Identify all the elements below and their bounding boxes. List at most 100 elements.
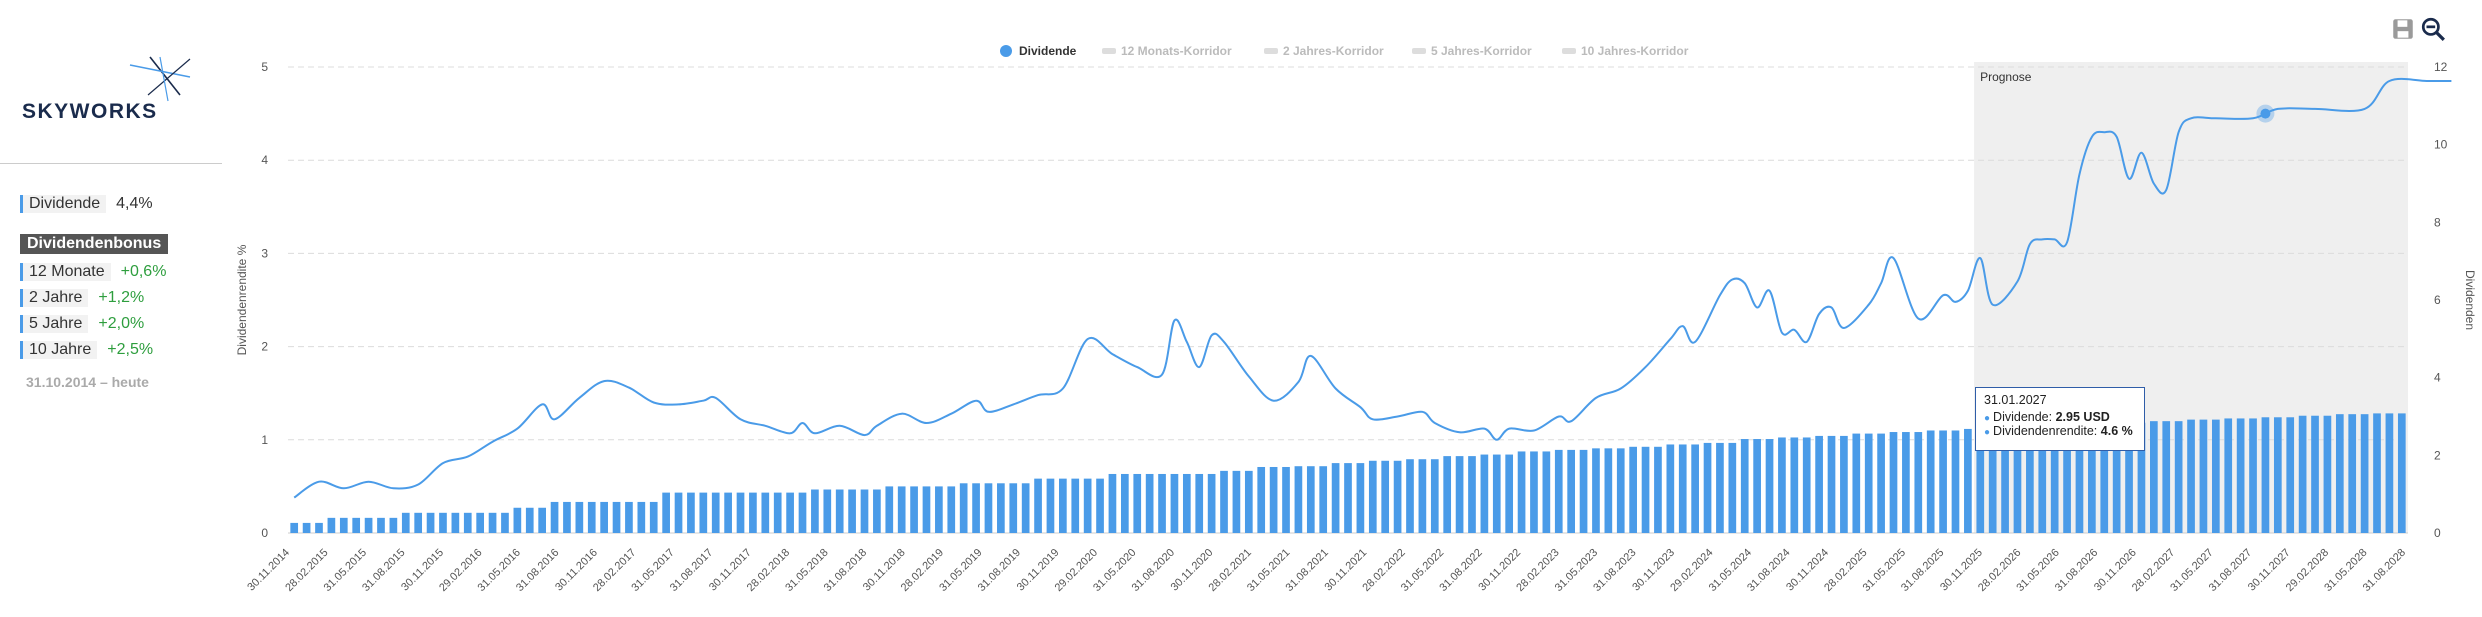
dividend-bar <box>1356 463 1365 533</box>
dividend-bar <box>2112 422 2121 533</box>
tooltip-yield: ● Dividendenrendite: 4.6 % <box>1984 424 2133 438</box>
bonus-value: +0,6% <box>120 263 167 280</box>
dividend-bar <box>711 492 720 533</box>
dividend-bar <box>1331 463 1340 533</box>
dividend-bar <box>302 522 311 533</box>
dividend-bar <box>1654 446 1662 533</box>
dividend-yield-row: Dividende 4,4% <box>20 193 153 215</box>
dividend-bar <box>1207 473 1216 533</box>
y-tick-left: 5 <box>261 60 268 74</box>
dividend-bar <box>2013 427 2022 533</box>
dividend-bar <box>947 486 956 533</box>
dividend-bar <box>1604 448 1613 533</box>
dividend-bar <box>1381 460 1390 533</box>
dividend-bar <box>2088 424 2096 533</box>
legend-marker <box>1562 48 1576 54</box>
dividend-bar <box>2125 422 2133 533</box>
save-icon[interactable] <box>2390 16 2416 42</box>
dividend-bar <box>1418 459 1427 533</box>
bonus-value: +2,0% <box>98 315 145 332</box>
dividend-bar <box>1852 433 1861 533</box>
dividend-bar <box>1368 460 1377 533</box>
tooltip-dividend: ● Dividende: 2.95 USD <box>1984 410 2110 424</box>
dividend-value: 4,4% <box>116 195 153 212</box>
dividend-bar <box>1232 470 1241 533</box>
dividend-bar <box>1716 442 1724 533</box>
dividend-bar <box>327 517 336 533</box>
dividend-bar <box>1071 478 1080 533</box>
dividend-bar <box>513 507 522 533</box>
y-tick-left: 0 <box>261 526 268 540</box>
dividend-bar <box>2063 425 2071 533</box>
dividend-bar <box>2323 415 2332 533</box>
legend-item: 10 Jahres-Korridor <box>1581 44 1689 58</box>
dividend-bar <box>1790 437 1799 533</box>
dividend-bar <box>1182 473 1191 533</box>
bonus-label: 12 Monate <box>20 263 111 281</box>
dividend-bar <box>2261 417 2270 533</box>
y-tick-left: 2 <box>261 340 268 354</box>
dividend-bar <box>1443 456 1452 533</box>
dividend-bar <box>2335 414 2344 533</box>
dividend-bar <box>2224 418 2233 533</box>
dividend-bar <box>1244 470 1253 533</box>
dividend-bar <box>1492 454 1501 533</box>
dividend-bar <box>1567 449 1576 533</box>
dividend-label: Dividende <box>20 195 107 213</box>
dividend-bar <box>1678 444 1687 533</box>
dividend-bar <box>959 483 968 533</box>
dividend-bar <box>1034 478 1042 533</box>
dividend-bar <box>1691 444 1699 533</box>
legend-item: 12 Monats-Korridor <box>1121 44 1232 58</box>
y-tick-right: 6 <box>2434 293 2441 307</box>
dividend-bar <box>1120 473 1129 533</box>
dividend-bar <box>2286 417 2295 533</box>
dividend-bar <box>1753 439 1761 533</box>
dividend-bar <box>1294 466 1303 533</box>
dividend-bar <box>674 492 683 533</box>
dividend-bar <box>1939 430 1947 533</box>
dividend-bar <box>1096 478 1104 533</box>
dividend-bar <box>749 492 757 533</box>
bonus-row-12m: 12 Monate +0,6% <box>20 261 166 283</box>
dividend-bar <box>1616 448 1625 533</box>
dividend-bar <box>463 512 472 533</box>
bonus-label: 2 Jahre <box>20 289 89 307</box>
dividend-bar <box>786 492 794 533</box>
dividend-bar <box>339 517 348 533</box>
bonus-row-2y: 2 Jahre +1,2% <box>20 287 144 309</box>
dividend-bar <box>2311 415 2319 533</box>
highlight-point <box>2260 108 2271 119</box>
dividend-bar <box>848 489 856 533</box>
bonus-title: Dividendenbonus <box>20 234 169 254</box>
dividend-bar <box>1269 466 1278 533</box>
legend-item: 2 Jahres-Korridor <box>1283 44 1384 58</box>
dividend-bar <box>1926 430 1935 533</box>
dividend-bar <box>1802 437 1811 533</box>
dividend-bar <box>1778 437 1786 533</box>
dividend-bar <box>2273 417 2282 533</box>
dividend-bar <box>823 489 832 533</box>
dividend-bar <box>1641 446 1650 533</box>
dividend-bar <box>2150 421 2158 533</box>
dividend-bar <box>1145 473 1154 533</box>
dividend-bar <box>2038 425 2047 533</box>
dividend-bar <box>1319 466 1328 533</box>
y-axis-title-right: Dividenden <box>2463 270 2477 330</box>
legend-item: Dividende <box>1019 44 1077 58</box>
dividend-bar <box>2001 427 2009 533</box>
dividend-bar <box>835 489 844 533</box>
dividend-bar <box>1220 470 1228 533</box>
dividend-bar <box>1468 456 1476 533</box>
dividend-bar <box>1840 435 1848 533</box>
dividend-bar <box>290 522 299 533</box>
dividend-bar <box>1889 432 1898 533</box>
dividend-bar <box>401 512 410 533</box>
dividend-bar <box>1530 451 1538 533</box>
dividend-bar <box>736 492 745 533</box>
dividend-bar <box>2298 415 2307 533</box>
dividend-chart: Prognose012345024681012Dividendenrendite… <box>235 44 2477 594</box>
zoom-out-icon[interactable] <box>2420 16 2446 42</box>
dividend-bar <box>860 489 869 533</box>
dividend-bar <box>1195 473 1204 533</box>
